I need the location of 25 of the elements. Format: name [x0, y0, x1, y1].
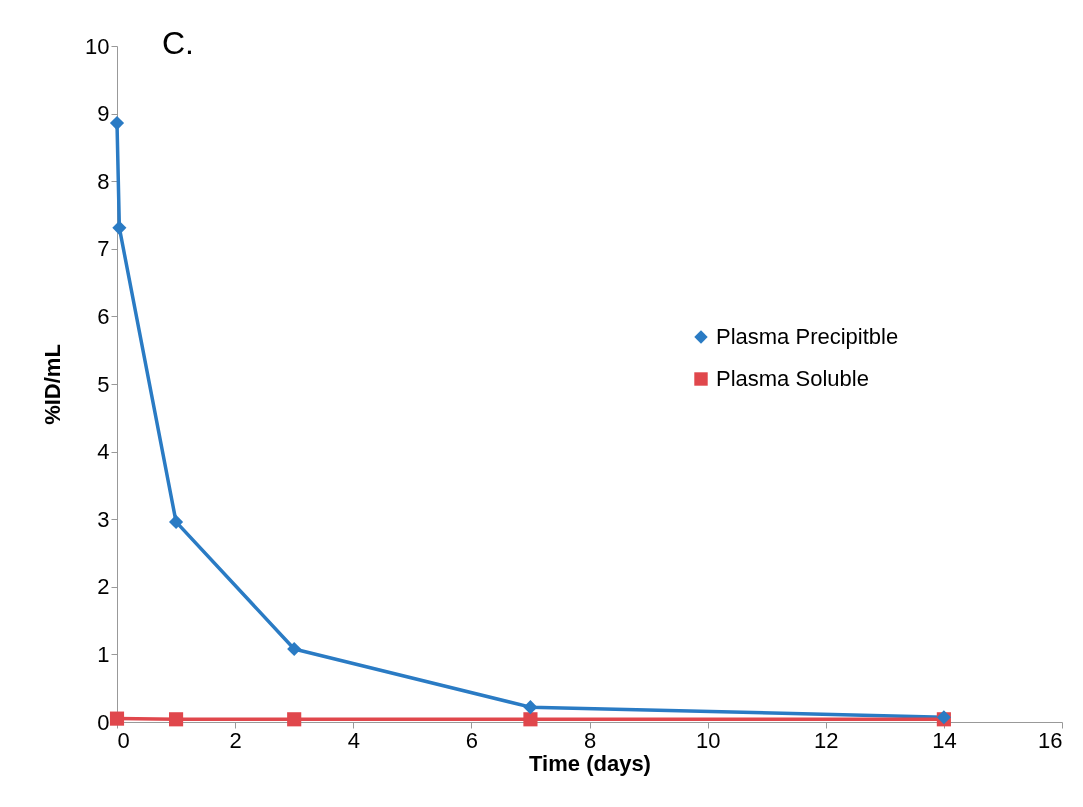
x-tick-label: 16 — [1038, 727, 1063, 753]
x-tick-label: 12 — [814, 727, 839, 753]
y-tick-label: 0 — [97, 709, 110, 735]
legend-label: Plasma Soluble — [716, 366, 869, 391]
y-tick-label: 7 — [97, 236, 110, 262]
legend-label: Plasma Precipitble — [716, 324, 899, 349]
y-axis-title: %ID/mL — [40, 344, 66, 425]
y-tick-label: 2 — [97, 574, 110, 600]
y-tick-label: 8 — [97, 168, 110, 194]
x-tick-label: 6 — [465, 727, 478, 753]
x-axis-title: Time (days) — [529, 750, 651, 776]
x-tick-label: 0 — [117, 727, 130, 753]
x-tick-label: 4 — [347, 727, 360, 753]
x-tick-label: 14 — [932, 727, 957, 753]
y-tick-label: 6 — [97, 303, 110, 329]
y-tick-label: 9 — [97, 101, 110, 127]
y-tick-label: 3 — [97, 506, 110, 532]
y-tick-label: 10 — [85, 33, 110, 59]
y-tick-label: 4 — [97, 439, 110, 465]
x-tick-label: 2 — [229, 727, 242, 753]
x-tick-label: 10 — [695, 727, 721, 753]
chart-title: C. — [162, 25, 194, 61]
y-tick-label: 5 — [97, 371, 110, 397]
x-tick-label: 8 — [583, 727, 597, 753]
y-tick-label: 1 — [97, 641, 110, 667]
